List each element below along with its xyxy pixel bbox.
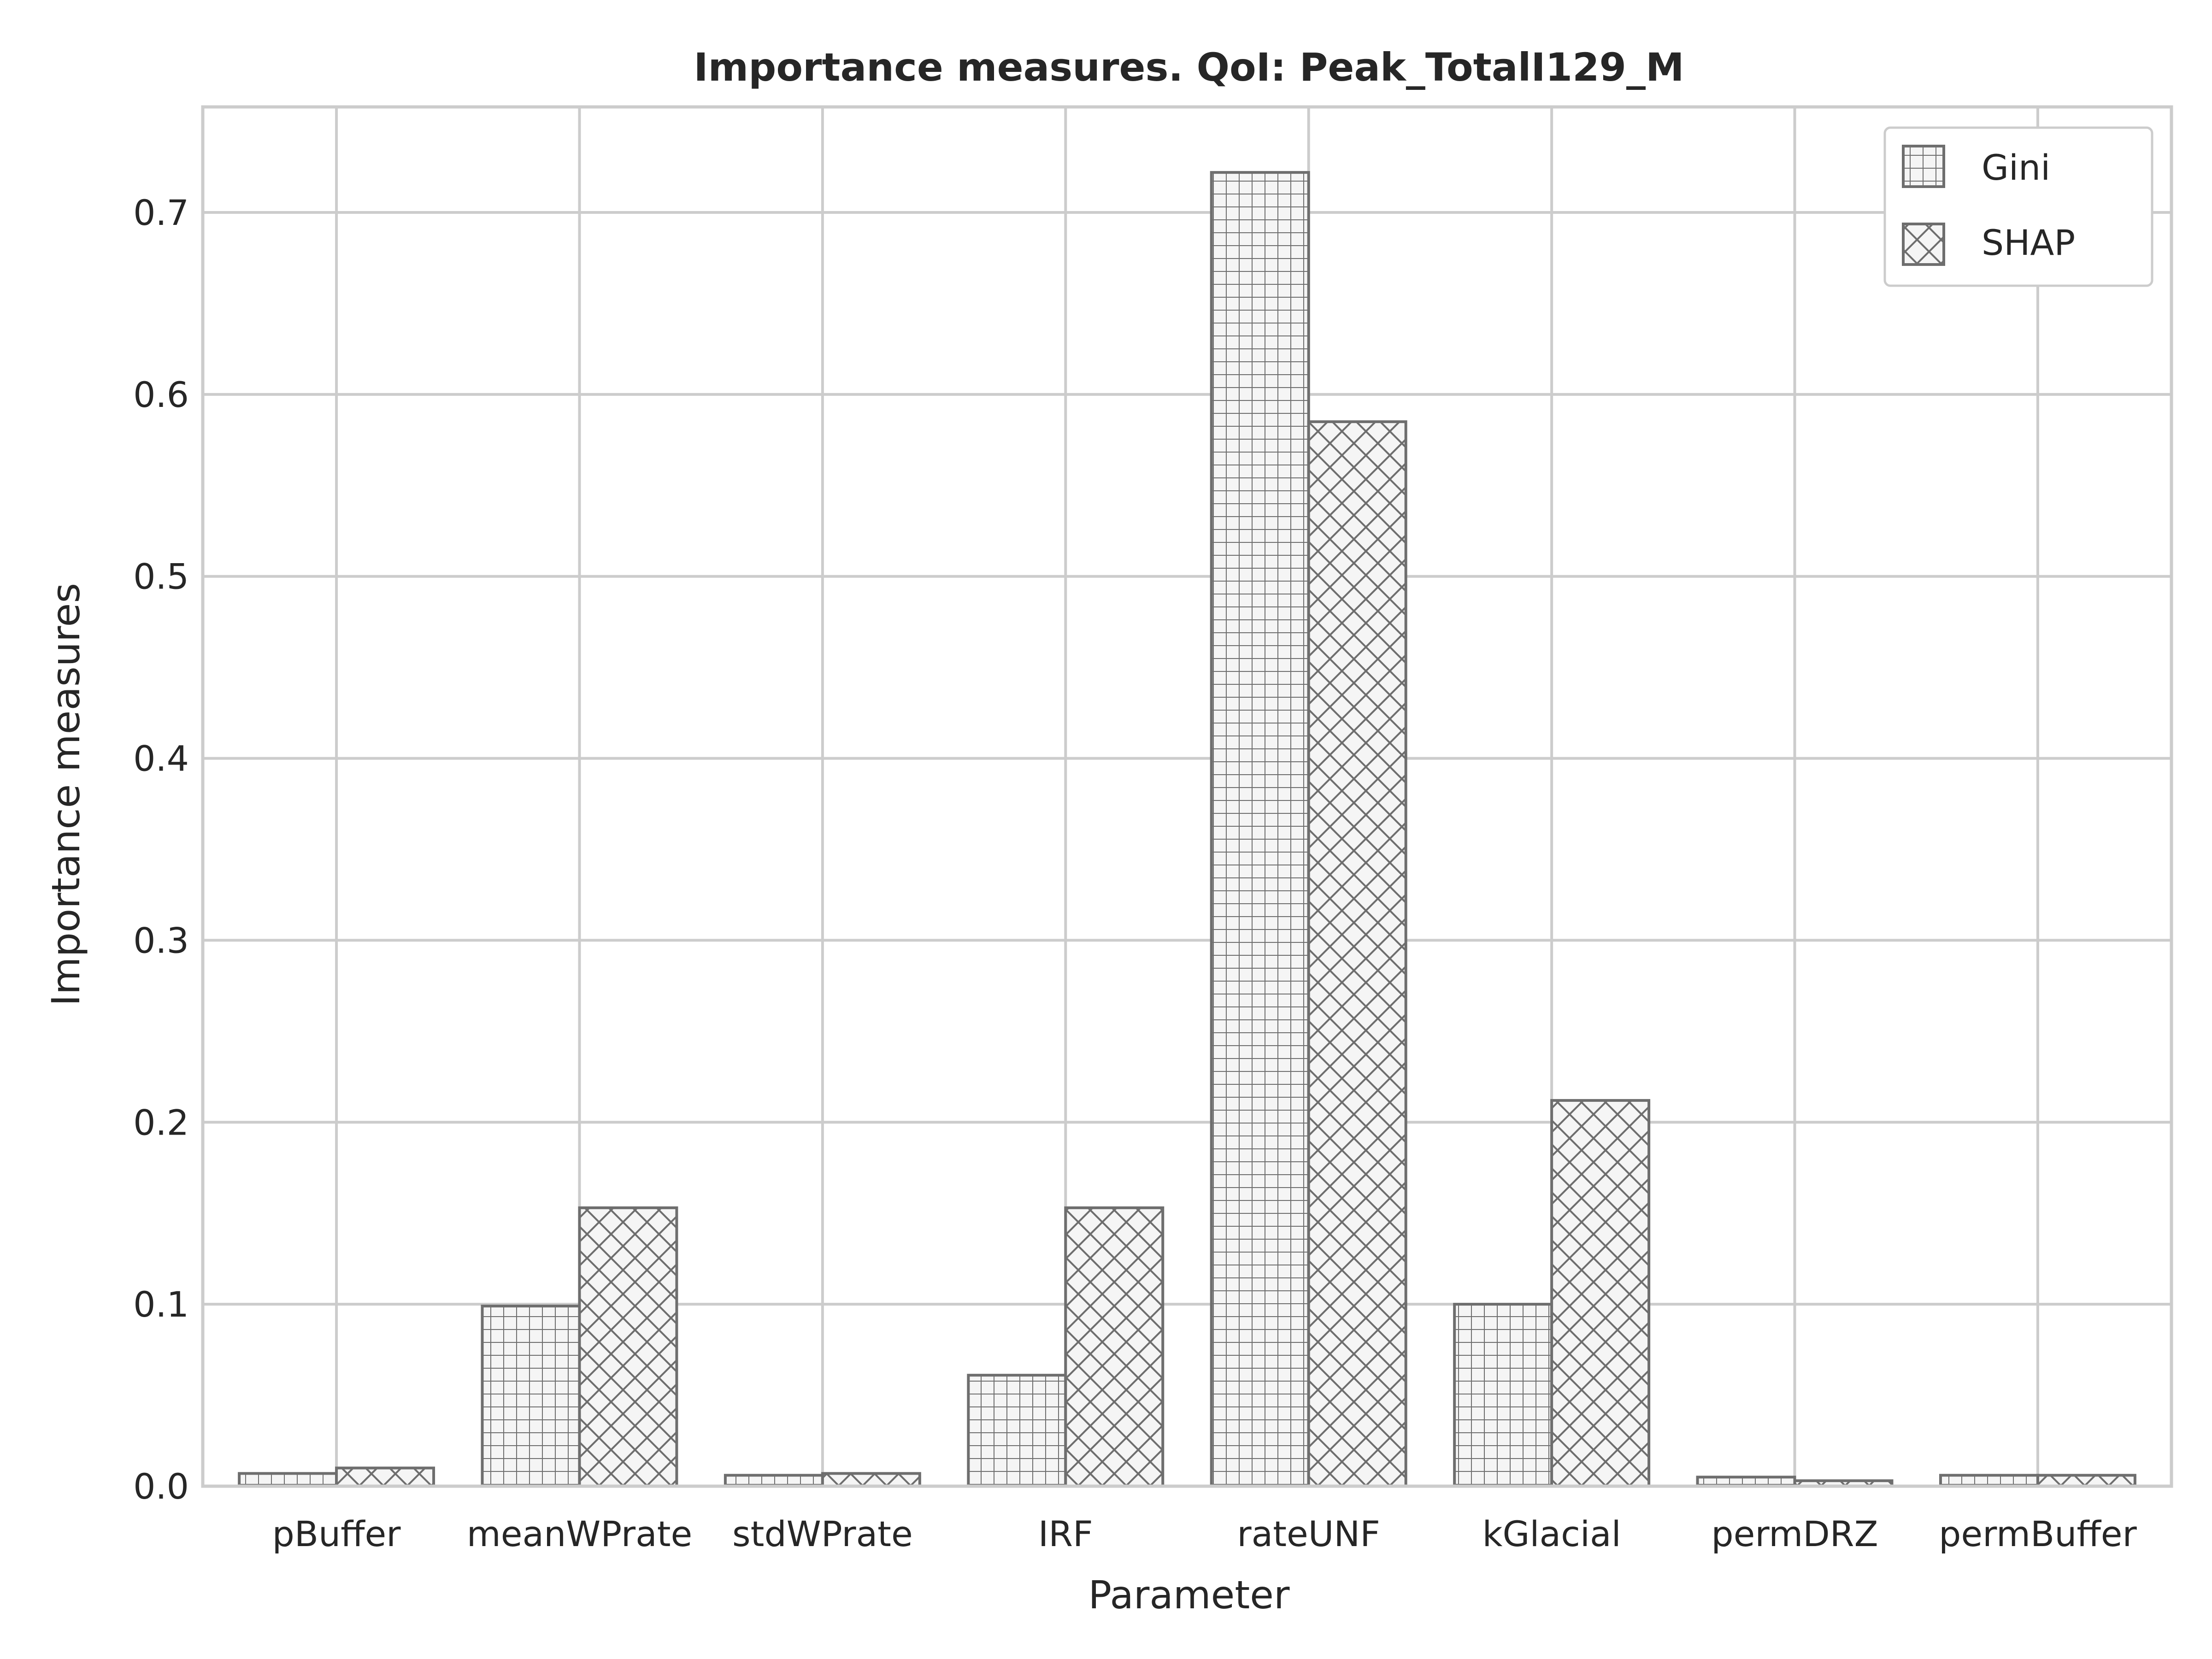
bar-shap-kGlacial	[1550, 1099, 1651, 1488]
bar-gini-rateUNF	[1210, 171, 1310, 1488]
tick-labels: 0.0 0.1 0.2 0.3 0.4 0.5 0.6 0.7 pBuffer meanWPrat…	[133, 192, 2137, 1554]
bar-gini-IRF	[967, 1374, 1067, 1488]
chart-title: Importance measures. QoI: Peak_TotalI129…	[694, 45, 1684, 90]
bar-shap-rateUNF	[1307, 420, 1407, 1488]
bar-shap-permBuffer	[2036, 1474, 2136, 1488]
y-tick-label: 0.3	[133, 920, 189, 961]
x-tick-label: permBuffer	[1939, 1513, 2137, 1554]
x-tick-label: pBuffer	[272, 1513, 401, 1554]
plot-frame	[201, 105, 2173, 1488]
legend-box	[1883, 126, 2153, 287]
bar-gini-stdWPrate	[724, 1474, 824, 1488]
legend-label-shap: SHAP	[1982, 222, 2075, 263]
legend-swatch-shap	[1902, 223, 1945, 266]
bar-gini-kGlacial	[1453, 1303, 1553, 1488]
bar-shap-stdWPrate	[821, 1472, 921, 1488]
y-tick-label: 0.1	[133, 1284, 189, 1325]
bar-gini-pBuffer	[238, 1472, 338, 1488]
x-tick-label: IRF	[1038, 1513, 1093, 1554]
bar-gini-meanWPrate	[481, 1305, 581, 1488]
bar-shap-pBuffer	[335, 1466, 435, 1488]
x-tick-label: kGlacial	[1483, 1513, 1621, 1554]
x-tick-label: meanWPrate	[467, 1513, 693, 1554]
x-tick-label: permDRZ	[1711, 1513, 1878, 1554]
y-tick-label: 0.2	[133, 1102, 189, 1143]
y-tick-label: 0.4	[133, 738, 189, 779]
y-tick-label: 0.5	[133, 556, 189, 597]
legend-label-gini: Gini	[1982, 147, 2050, 188]
y-axis-label: Importance measures	[43, 583, 88, 1006]
y-tick-label: 0.6	[133, 374, 189, 415]
bar-gini-permBuffer	[1939, 1474, 2039, 1488]
bar-shap-meanWPrate	[578, 1206, 678, 1488]
legend-swatch-gini	[1902, 145, 1945, 188]
x-axis-label: Parameter	[1088, 1572, 1289, 1618]
y-tick-label: 0.7	[133, 192, 189, 233]
x-tick-label: rateUNF	[1237, 1513, 1380, 1554]
x-tick-label: stdWPrate	[732, 1513, 913, 1554]
bars	[238, 171, 2136, 1488]
grid-lines	[203, 107, 2171, 1488]
bar-shap-IRF	[1064, 1206, 1165, 1488]
legend: Gini SHAP	[1883, 126, 2153, 287]
y-tick-label: 0.0	[133, 1466, 189, 1507]
